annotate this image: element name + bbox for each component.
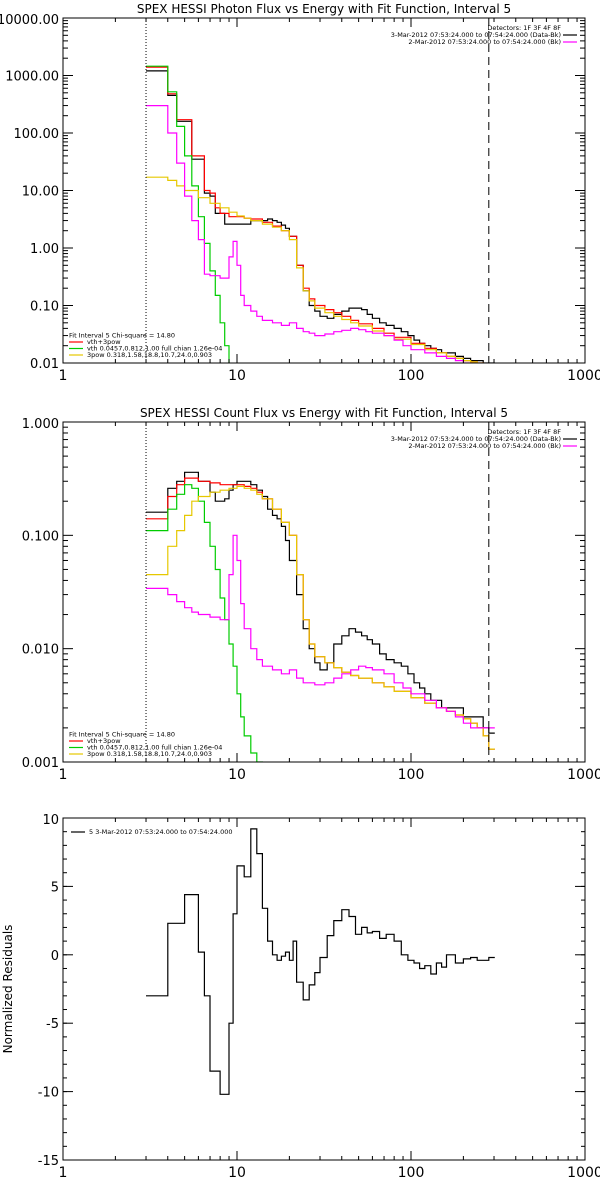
y-tick-label: 100.00 xyxy=(14,127,60,142)
y-axis-label: Normalized Residuals xyxy=(1,925,15,1054)
legend-entry-text: Detectors: 1F 3F 4F 8F xyxy=(487,24,561,32)
legend-entry-text: 3-Mar-2012 07:53:24.000 to 07:54:24.000 … xyxy=(391,435,561,443)
x-tick-label: 100 xyxy=(398,767,425,783)
legend-entry-text: 3-Mar-2012 07:53:24.000 to 07:54:24.000 … xyxy=(391,31,561,39)
series-line-5 xyxy=(146,534,495,729)
x-tick-label: 1 xyxy=(59,767,68,783)
y-tick-label: 1000.00 xyxy=(5,70,59,85)
x-tick-label: 10 xyxy=(228,767,246,783)
x-tick-label: 1 xyxy=(59,1165,68,1181)
legend-entry-text: 2-Mar-2012 07:53:24.000 to 07:54:24.000 … xyxy=(408,442,561,450)
chart-panel-1: SPEX HESSI Photon Flux vs Energy with Fi… xyxy=(0,2,600,384)
legend-entry-text: vth 0.0457,0.812,1.00 full chian 1.26e-0… xyxy=(87,345,222,353)
legend-entry-text: vth 0.0457,0.812,1.00 full chian 1.26e-0… xyxy=(87,744,222,752)
series-line-4 xyxy=(146,485,495,750)
series-line-3 xyxy=(146,484,263,762)
x-tick-label: 1 xyxy=(59,368,68,384)
series-line-3 xyxy=(146,65,230,363)
chart-title: SPEX HESSI Count Flux vs Energy with Fit… xyxy=(140,406,508,420)
series-line-5 xyxy=(146,105,472,363)
y-tick-label: 10.00 xyxy=(22,185,59,200)
plot-frame xyxy=(62,817,586,1161)
y-tick-label: -10 xyxy=(38,1086,59,1101)
x-tick-label: 10 xyxy=(228,368,246,384)
y-tick-label: 5 xyxy=(51,880,59,895)
x-tick-label: 1000 xyxy=(567,368,600,384)
y-tick-label: -5 xyxy=(46,1017,59,1032)
series-line-1 xyxy=(146,471,495,734)
legend-entry-text: 3pow 0.318,1.58,18.8,10.7,24.0,0.903 xyxy=(87,750,212,758)
y-tick-label: 0.010 xyxy=(22,643,59,658)
chart-panel-3: Normalized Residuals 1 10 100 1000 -15 -10 -5 0 5… xyxy=(1,813,600,1181)
y-tick-label: 10 xyxy=(42,813,59,828)
x-tick-label: 1000 xyxy=(567,767,600,783)
y-tick-label: 0.001 xyxy=(22,756,59,771)
plot-frame xyxy=(62,17,586,364)
x-tick-label: 1000 xyxy=(567,1165,600,1181)
legend-entry-text: 5 3-Mar-2012 07:53:24.000 to 07:54:24.00… xyxy=(89,828,232,836)
x-tick-label: 100 xyxy=(398,368,425,384)
x-tick-label: 100 xyxy=(398,1165,425,1181)
y-tick-label: 0 xyxy=(51,949,59,964)
legend-entry-text: 3pow 0.318,1.58,18.8,10.7,24.0,0.903 xyxy=(87,351,212,359)
legend-entry-text: Fit Interval 5 Chi-square = 14.80 xyxy=(69,731,175,739)
plot-frame xyxy=(62,421,586,763)
legend-entry-text: 2-Mar-2012 07:53:24.000 to 07:54:24.000 … xyxy=(408,38,561,46)
series-line-4 xyxy=(146,176,484,363)
legend-entry-text: vth+3pow xyxy=(87,737,121,745)
y-tick-label: 10000.00 xyxy=(0,13,59,28)
x-tick-label: 10 xyxy=(228,1165,246,1181)
y-tick-label: -15 xyxy=(38,1154,59,1169)
legend-entry-text: Fit Interval 5 Chi-square = 14.80 xyxy=(69,332,175,340)
y-tick-label: 0.100 xyxy=(22,529,59,544)
series-line-1 xyxy=(146,828,495,1095)
legend-entry-text: vth+3pow xyxy=(87,338,121,346)
legend-entry-text: Detectors: 1F 3F 4F 8F xyxy=(487,428,561,436)
y-tick-label: 0.10 xyxy=(30,300,59,315)
y-tick-label: 1.00 xyxy=(30,242,59,257)
y-tick-label: 0.01 xyxy=(30,357,59,372)
chart-panel-2: SPEX HESSI Count Flux vs Energy with Fit… xyxy=(22,406,600,783)
y-tick-label: 1.000 xyxy=(22,417,59,432)
chart-title: SPEX HESSI Photon Flux vs Energy with Fi… xyxy=(137,2,511,16)
